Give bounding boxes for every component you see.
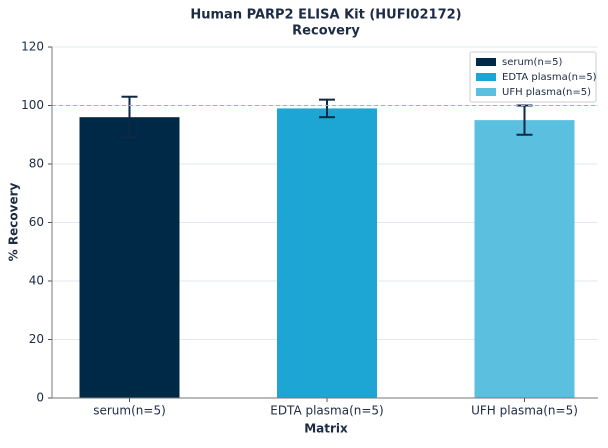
error-bar <box>319 98 335 119</box>
chart-subtitle: Recovery <box>292 24 360 39</box>
bar <box>277 108 377 399</box>
y-tick-label: 80 <box>29 157 44 171</box>
legend-swatch <box>476 73 496 81</box>
y-tick-label: 40 <box>29 274 44 288</box>
x-axis-label: Matrix <box>304 422 348 436</box>
error-bar <box>121 95 138 139</box>
y-tick-label: 120 <box>21 40 44 54</box>
legend-box <box>469 51 597 103</box>
y-tick-label: 0 <box>36 391 44 405</box>
y-tick-label: 60 <box>29 215 44 229</box>
y-tick-label: 100 <box>21 98 44 112</box>
legend-swatch <box>476 58 496 66</box>
y-tick-label: 20 <box>29 332 44 346</box>
chart-title: Human PARP2 ELISA Kit (HUFI02172) <box>190 8 461 23</box>
x-tick-label: serum(n=5) <box>93 404 166 418</box>
legend-label: serum(n=5) <box>502 57 563 68</box>
legend-label: UFH plasma(n=5) <box>502 87 591 98</box>
x-tick-label: EDTA plasma(n=5) <box>270 404 384 418</box>
bar <box>79 117 180 398</box>
bar <box>474 120 575 398</box>
legend-label: EDTA plasma(n=5) <box>502 72 597 83</box>
x-tick-label: UFH plasma(n=5) <box>471 404 578 418</box>
y-axis-label: % Recovery <box>7 183 21 262</box>
legend-swatch <box>476 88 496 96</box>
